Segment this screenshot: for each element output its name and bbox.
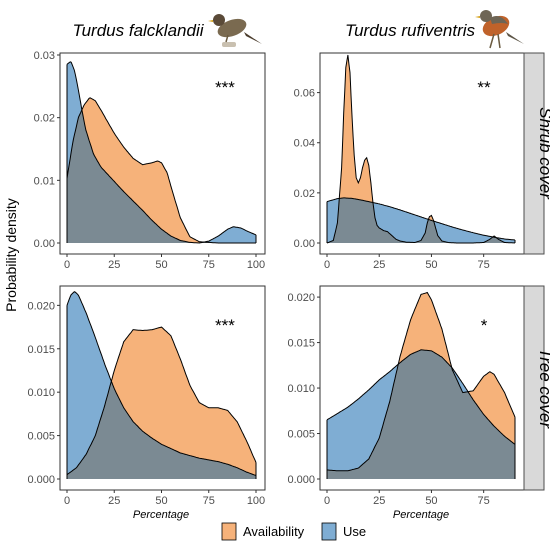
x-axis-label-right: Percentage — [393, 509, 449, 521]
y-axis-label: Probability density — [3, 198, 19, 312]
use-line — [326, 197, 516, 241]
panel-rufiventris-shrub: 0 25 50 75 0.00 0.02 0.04 0.06 ** — [294, 52, 525, 271]
strip-tree-label: Tree cover — [536, 348, 550, 429]
y-tick-label: 0.005 — [287, 429, 315, 441]
legend: Availability Use — [221, 522, 366, 541]
x-tick-label: 0 — [64, 495, 70, 507]
x-tick-label: 100 — [247, 259, 265, 271]
y-tick-label: 0.000 — [287, 474, 315, 486]
strip-shrub-bg — [523, 52, 545, 255]
legend-swatch-use — [321, 522, 337, 541]
y-tick-label: 0.02 — [34, 113, 55, 125]
legend-label-availability: Availability — [243, 524, 305, 539]
x-axis-label-left: Percentage — [133, 509, 189, 521]
x-tick-label: 25 — [373, 495, 385, 507]
use-line — [326, 349, 516, 445]
panel-border — [59, 52, 266, 255]
strip-shrub-cover: Shrub cover — [523, 52, 550, 255]
significance-label: *** — [215, 316, 235, 335]
overlap-area — [67, 382, 256, 479]
plot-area — [66, 61, 257, 244]
y-tick-label: 0.005 — [27, 431, 55, 443]
panel-border — [59, 285, 266, 491]
significance-label: *** — [215, 78, 235, 97]
legend-label-use: Use — [343, 524, 366, 539]
y-tick-label: 0.00 — [294, 238, 315, 250]
overlap-area — [327, 349, 515, 479]
strip-tree-bg — [523, 285, 545, 491]
y-tick-label: 0.03 — [34, 50, 55, 62]
y-tick-label: 0.010 — [27, 387, 55, 399]
x-tick-label: 0 — [324, 259, 330, 271]
x-tick-label: 75 — [203, 495, 215, 507]
availability-line — [66, 97, 256, 244]
strip-shrub-label: Shrub cover — [536, 107, 550, 200]
y-tick-label: 0.000 — [27, 474, 55, 486]
col-title-rufiventris: Turdus rufiventris — [345, 21, 476, 40]
use-line — [66, 61, 257, 244]
x-tick-label: 75 — [478, 495, 490, 507]
plot-area — [326, 54, 516, 244]
x-tick-label: 50 — [155, 495, 167, 507]
x-tick-label: 25 — [373, 259, 385, 271]
x-tick-label: 50 — [155, 259, 167, 271]
x-tick-label: 100 — [247, 495, 265, 507]
availability-line — [326, 291, 516, 472]
significance-label: ** — [477, 78, 491, 97]
panel-falcklandii-shrub: 0 25 50 75 100 0.00 0.01 0.02 0.03 *** — [34, 50, 266, 271]
y-tick-label: 0.015 — [27, 344, 55, 356]
significance-label: * — [481, 316, 488, 335]
y-tick-label: 0.010 — [287, 383, 315, 395]
y-tick-label: 0.06 — [294, 88, 315, 100]
x-tick-label: 0 — [64, 259, 70, 271]
x-tick-label: 0 — [324, 495, 330, 507]
y-tick-label: 0.020 — [287, 292, 315, 304]
x-tick-label: 50 — [425, 495, 437, 507]
y-tick-label: 0.02 — [294, 188, 315, 200]
plot-area — [66, 291, 257, 479]
y-tick-label: 0.01 — [34, 175, 55, 187]
panel-falcklandii-tree: 0 25 50 75 100 0.000 0.005 0.010 0.015 0.020 *** — [27, 285, 266, 507]
overlap-area — [327, 197, 515, 243]
availability-line — [66, 326, 257, 476]
y-tick-label: 0.04 — [294, 138, 315, 150]
panel-rufiventris-tree: 0 25 50 75 0.000 0.005 0.010 0.015 0.020 * — [287, 285, 525, 507]
plot-area — [326, 291, 516, 479]
strip-tree-cover: Tree cover — [523, 285, 550, 491]
y-tick-label: 0.00 — [34, 238, 55, 250]
availability-line — [326, 54, 516, 244]
x-tick-label: 75 — [203, 259, 215, 271]
col-title-falcklandii: Turdus falcklandii — [72, 21, 204, 40]
x-tick-label: 25 — [108, 495, 120, 507]
use-line — [66, 291, 257, 476]
x-tick-label: 25 — [108, 259, 120, 271]
y-tick-label: 0.015 — [287, 338, 315, 350]
x-tick-label: 50 — [425, 259, 437, 271]
x-tick-label: 75 — [478, 259, 490, 271]
legend-swatch-availability — [221, 522, 237, 541]
y-tick-label: 0.020 — [27, 300, 55, 312]
bird-falcklandii-icon — [208, 14, 262, 47]
bird-rufiventris-icon — [475, 10, 524, 49]
overlap-area — [67, 110, 256, 243]
